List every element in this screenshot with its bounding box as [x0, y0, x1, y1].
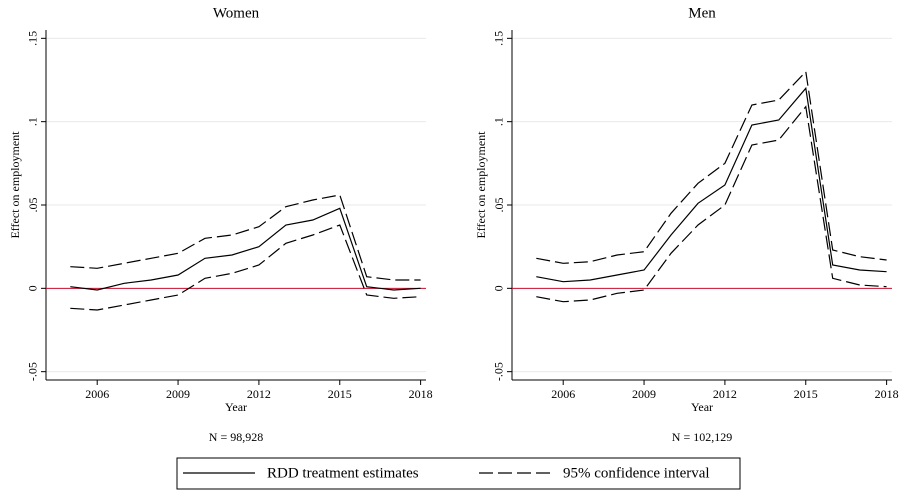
- x-axis-label: Year: [691, 400, 713, 414]
- interval-line: [536, 70, 887, 264]
- x-tick-label: 2015: [794, 387, 818, 401]
- legend-label: 95% confidence interval: [563, 465, 710, 481]
- interval-line: [70, 224, 421, 311]
- x-tick-label: 2006: [551, 387, 575, 401]
- x-tick-label: 2012: [713, 387, 737, 401]
- note: N = 98,928: [209, 430, 263, 444]
- estimate-line: [536, 86, 887, 283]
- x-tick-label: 2012: [247, 387, 271, 401]
- x-tick-label: 2018: [875, 387, 899, 401]
- x-tick-label: 2015: [328, 387, 352, 401]
- y-tick-label: .05: [26, 198, 40, 213]
- y-tick-label: .1: [492, 117, 506, 126]
- legend-label: RDD treatment estimates: [267, 465, 419, 481]
- y-tick-label: .15: [26, 31, 40, 46]
- y-axis-label: Effect on employment: [474, 131, 488, 239]
- interval-line: [70, 194, 421, 281]
- estimate-line: [70, 207, 421, 291]
- y-tick-label: 0: [492, 285, 506, 291]
- x-tick-label: 2018: [409, 387, 433, 401]
- interval-line: [536, 105, 887, 303]
- note: N = 102,129: [672, 430, 732, 444]
- x-axis-label: Year: [225, 400, 247, 414]
- x-tick-label: 2006: [85, 387, 109, 401]
- y-tick-label: 0: [26, 285, 40, 291]
- y-tick-label: .1: [26, 117, 40, 126]
- y-tick-label: -.05: [492, 362, 506, 381]
- chart-title: Men: [688, 5, 716, 21]
- legend-box: [176, 457, 741, 490]
- y-tick-label: .05: [492, 198, 506, 213]
- y-axis-label: Effect on employment: [8, 131, 22, 239]
- x-tick-label: 2009: [166, 387, 190, 401]
- y-tick-label: -.05: [26, 362, 40, 381]
- chart-title: Women: [213, 5, 260, 21]
- x-tick-label: 2009: [632, 387, 656, 401]
- y-tick-label: .15: [492, 31, 506, 46]
